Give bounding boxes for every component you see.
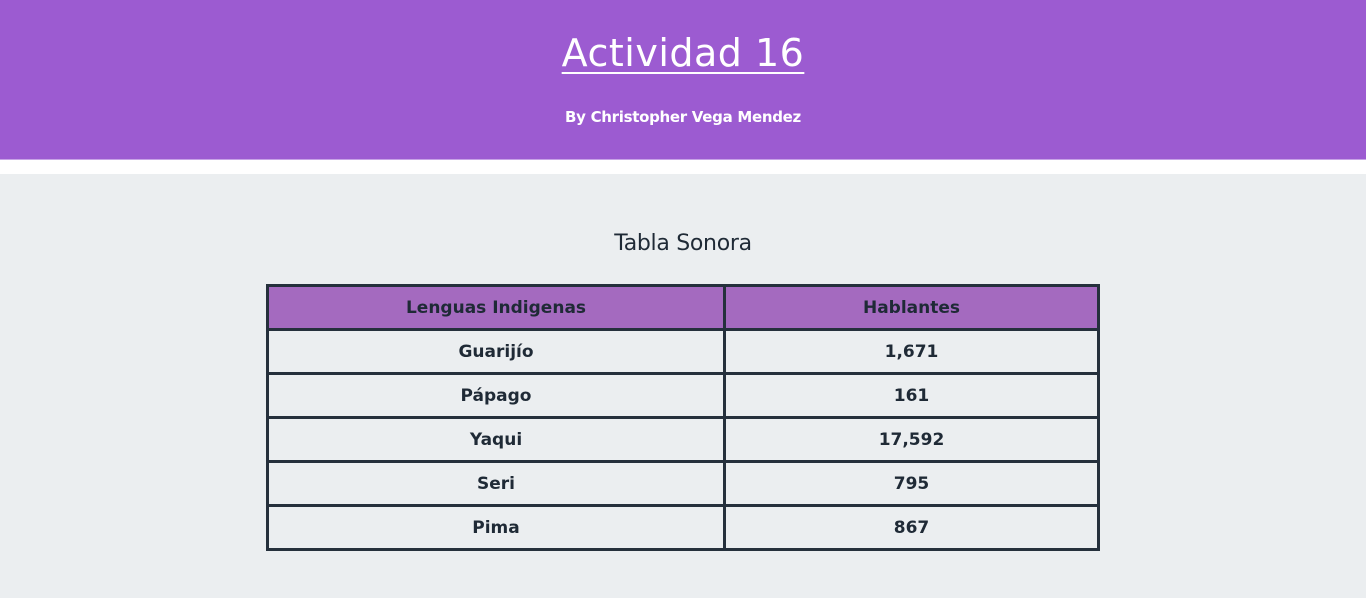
table-header-row: Lenguas Indigenas Hablantes — [266, 284, 1100, 331]
language-cell: Pápago — [266, 372, 726, 419]
speakers-cell: 867 — [723, 504, 1100, 551]
table-row: Seri 795 — [266, 460, 1100, 507]
column-header-speakers: Hablantes — [723, 284, 1100, 331]
author-byline: By Christopher Vega Mendez — [565, 108, 801, 126]
language-cell: Yaqui — [266, 416, 726, 463]
table-row: Yaqui 17,592 — [266, 416, 1100, 463]
table-title: Tabla Sonora — [614, 231, 752, 256]
speakers-cell: 795 — [723, 460, 1100, 507]
speakers-cell: 1,671 — [723, 328, 1100, 375]
speakers-cell: 161 — [723, 372, 1100, 419]
page-title: Actividad 16 — [561, 31, 805, 75]
page-header: Actividad 16 By Christopher Vega Mendez — [0, 0, 1366, 160]
table-row: Pima 867 — [266, 504, 1100, 551]
language-cell: Pima — [266, 504, 726, 551]
column-header-languages: Lenguas Indigenas — [266, 284, 726, 331]
languages-table: Lenguas Indigenas Hablantes Guarijío 1,6… — [266, 284, 1100, 551]
main-content: Tabla Sonora Lenguas Indigenas Hablantes… — [0, 174, 1366, 598]
language-cell: Seri — [266, 460, 726, 507]
table-row: Pápago 161 — [266, 372, 1100, 419]
language-cell: Guarijío — [266, 328, 726, 375]
table-row: Guarijío 1,671 — [266, 328, 1100, 375]
header-divider — [0, 160, 1366, 174]
speakers-cell: 17,592 — [723, 416, 1100, 463]
